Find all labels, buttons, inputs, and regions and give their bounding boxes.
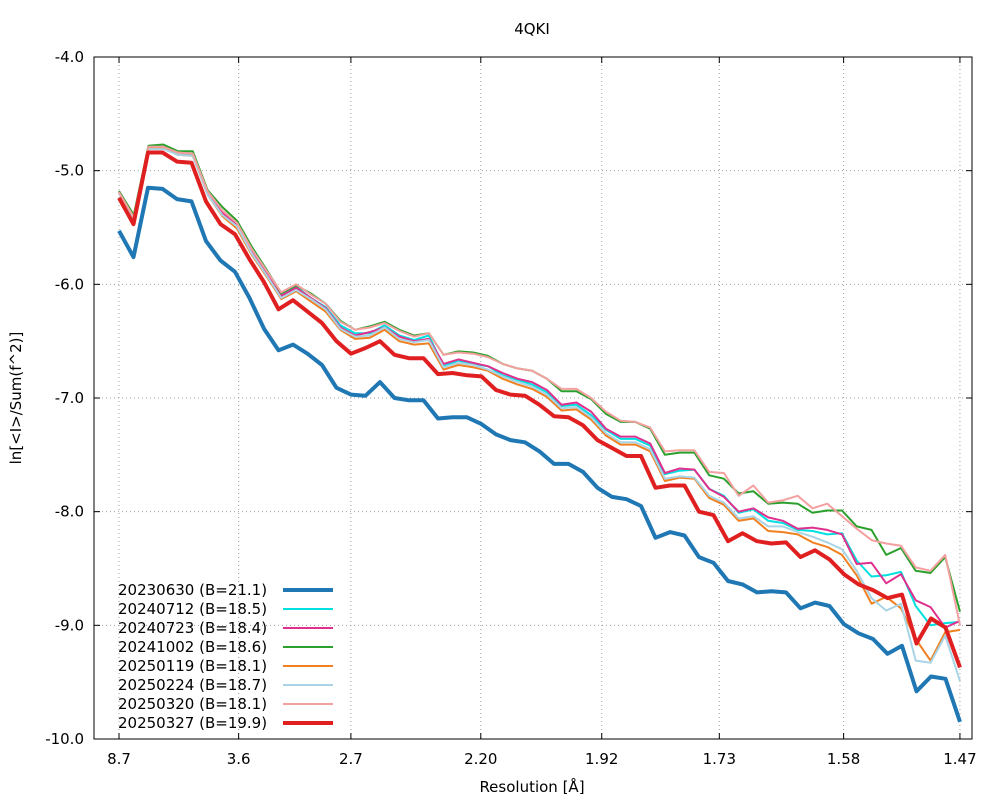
- series-line-0: [117, 185, 962, 723]
- legend-label: 20250320 (B=18.1): [118, 695, 267, 713]
- x-tick-label: 1.47: [943, 750, 976, 768]
- legend-label: 20230630 (B=21.1): [118, 581, 267, 599]
- legend-label: 20240712 (B=18.5): [118, 600, 267, 618]
- series-layer: [117, 143, 962, 723]
- x-tick-label: 2.20: [464, 750, 497, 768]
- x-tick-label: 2.7: [339, 750, 363, 768]
- legend: 20230630 (B=21.1)20240712 (B=18.5)202407…: [118, 581, 333, 732]
- legend-label: 20241002 (B=18.6): [118, 638, 267, 656]
- y-tick-label: -7.0: [55, 389, 84, 407]
- chart-title: 4QKI: [514, 20, 550, 38]
- x-tick-label: 1.73: [703, 750, 736, 768]
- legend-label: 20250224 (B=18.7): [118, 676, 267, 694]
- x-tick-label: 8.7: [107, 750, 131, 768]
- x-axis-title: Resolution [Å]: [479, 777, 584, 796]
- series-line-2: [118, 145, 961, 629]
- y-tick-label: -8.0: [55, 503, 84, 521]
- x-tick-label: 3.6: [227, 750, 251, 768]
- series-line-7: [117, 150, 962, 669]
- legend-label: 20250119 (B=18.1): [118, 657, 267, 675]
- x-tick-label: 1.92: [585, 750, 618, 768]
- series-line-6: [118, 145, 961, 626]
- y-tick-label: -4.0: [55, 48, 84, 66]
- legend-label: 20240723 (B=18.4): [118, 619, 267, 637]
- legend-label: 20250327 (B=19.9): [118, 714, 267, 732]
- series-line-5: [118, 148, 961, 682]
- tick-layer: -4.0 -5.0 -6.0 -7.0 -8.0 -9.0 -10.0 8.7 3.6 2.7 2.…: [45, 48, 976, 768]
- series-line-3: [118, 143, 961, 612]
- y-axis-title: ln[<I>/Sum(f^2)]: [7, 332, 25, 465]
- y-tick-label: -10.0: [45, 730, 84, 748]
- y-tick-label: -6.0: [55, 275, 84, 293]
- x-tick-label: 1.58: [827, 750, 860, 768]
- y-tick-label: -5.0: [55, 162, 84, 180]
- y-tick-label: -9.0: [55, 616, 84, 634]
